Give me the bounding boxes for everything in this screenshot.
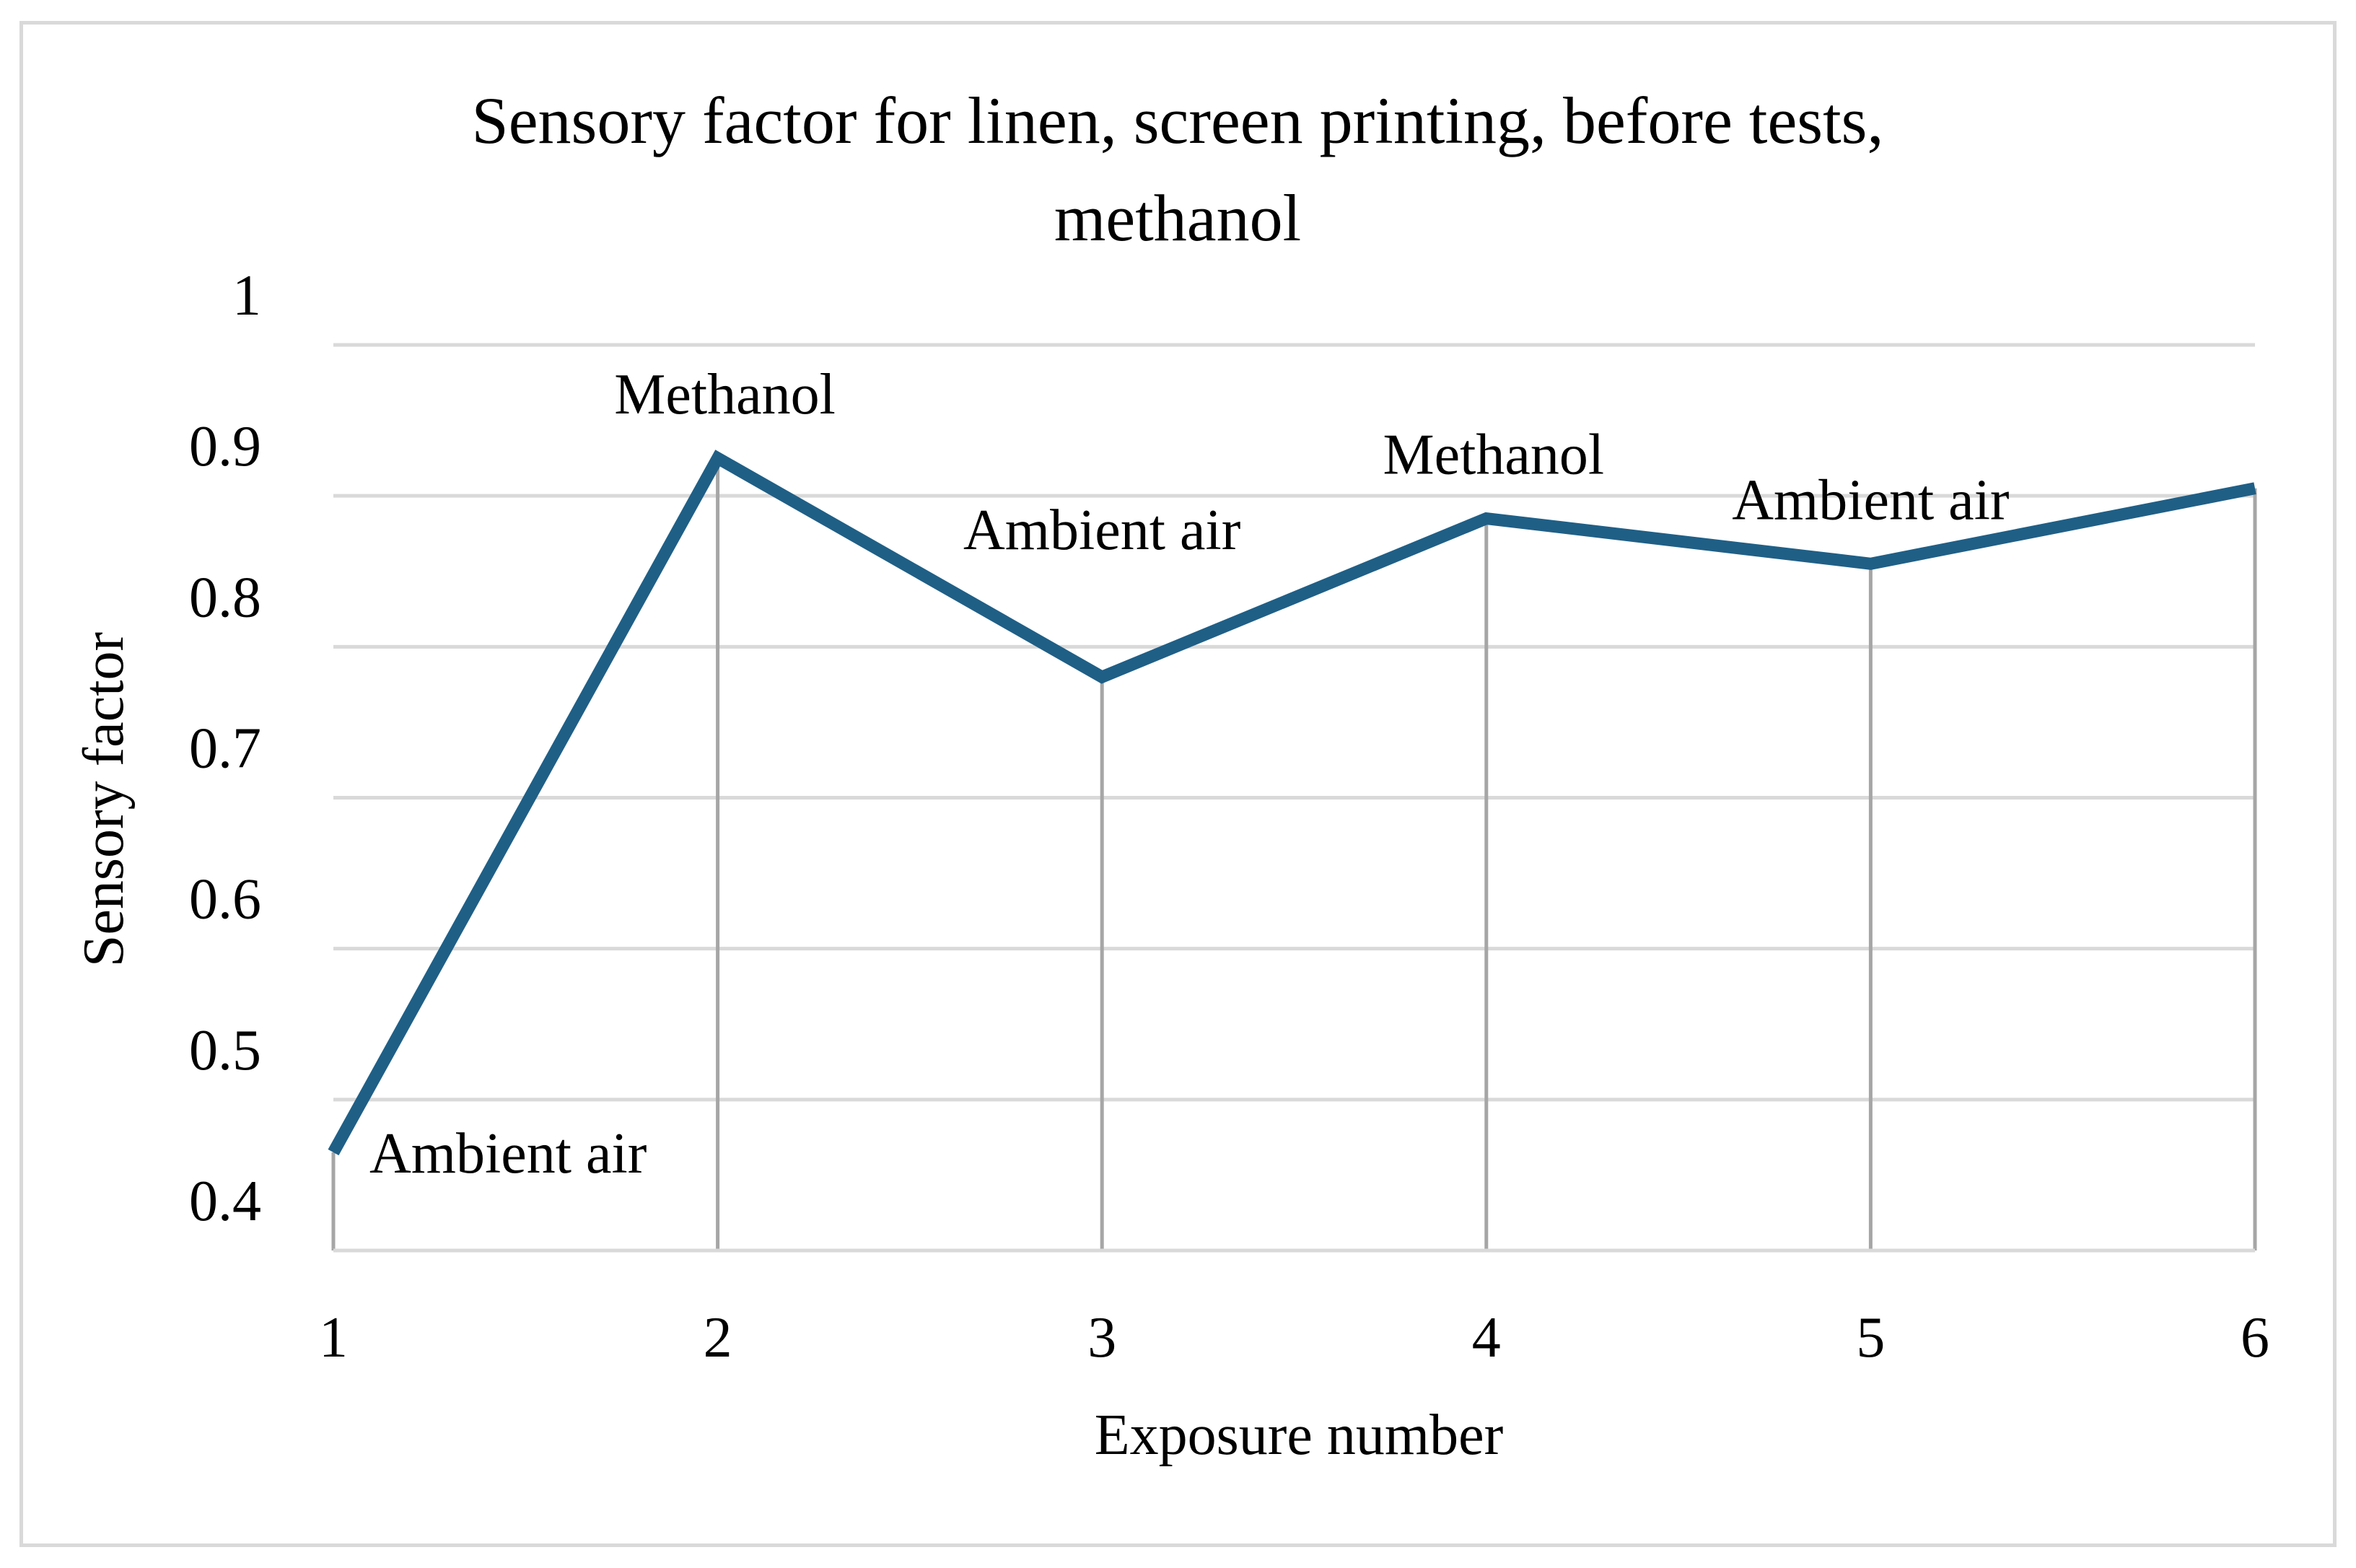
y-tick-label-6: 1 xyxy=(232,264,261,328)
chart-title-line-2: methanol xyxy=(1054,181,1301,255)
annotation-3: Ambient air xyxy=(963,499,1240,562)
annotation-5: Ambient air xyxy=(1732,468,2009,532)
x-tick-label-3: 3 xyxy=(1087,1306,1116,1370)
x-tick-label-4: 4 xyxy=(1472,1306,1501,1370)
annotation-2: Methanol xyxy=(614,363,836,426)
x-axis-title: Exposure number xyxy=(1095,1403,1504,1467)
series-line xyxy=(328,450,2256,1156)
y-tick-label-1: 0.5 xyxy=(189,1019,261,1082)
annotation-1: Ambient air xyxy=(369,1122,647,1186)
x-tick-label-1: 1 xyxy=(319,1306,348,1370)
drop-lines xyxy=(331,457,2257,1251)
series-layer xyxy=(328,450,2256,1156)
annotation-4: Methanol xyxy=(1383,424,1604,487)
x-tick-label-6: 6 xyxy=(2241,1306,2269,1370)
y-tick-labels: 0.4 0.5 0.6 0.7 0.8 0.9 1 xyxy=(189,264,261,1233)
chart-frame xyxy=(19,21,2337,1547)
y-tick-label-4: 0.8 xyxy=(189,566,261,629)
x-tick-label-2: 2 xyxy=(704,1306,732,1370)
y-tick-label-3: 0.7 xyxy=(189,717,261,781)
gridlines xyxy=(333,343,2255,1102)
y-tick-label-0: 0.4 xyxy=(189,1170,261,1233)
y-axis-title: Sensory factor xyxy=(72,632,136,967)
x-tick-label-5: 5 xyxy=(1856,1306,1885,1370)
y-tick-label-5: 0.9 xyxy=(189,415,261,478)
x-tick-labels: 1 2 3 4 5 6 xyxy=(319,1306,2269,1370)
annotations: Ambient air Methanol Ambient air Methanol Am… xyxy=(369,363,2010,1186)
y-tick-label-2: 0.6 xyxy=(189,868,261,932)
chart-title-line-1: Sensory factor for linen, screen printin… xyxy=(472,84,1884,157)
